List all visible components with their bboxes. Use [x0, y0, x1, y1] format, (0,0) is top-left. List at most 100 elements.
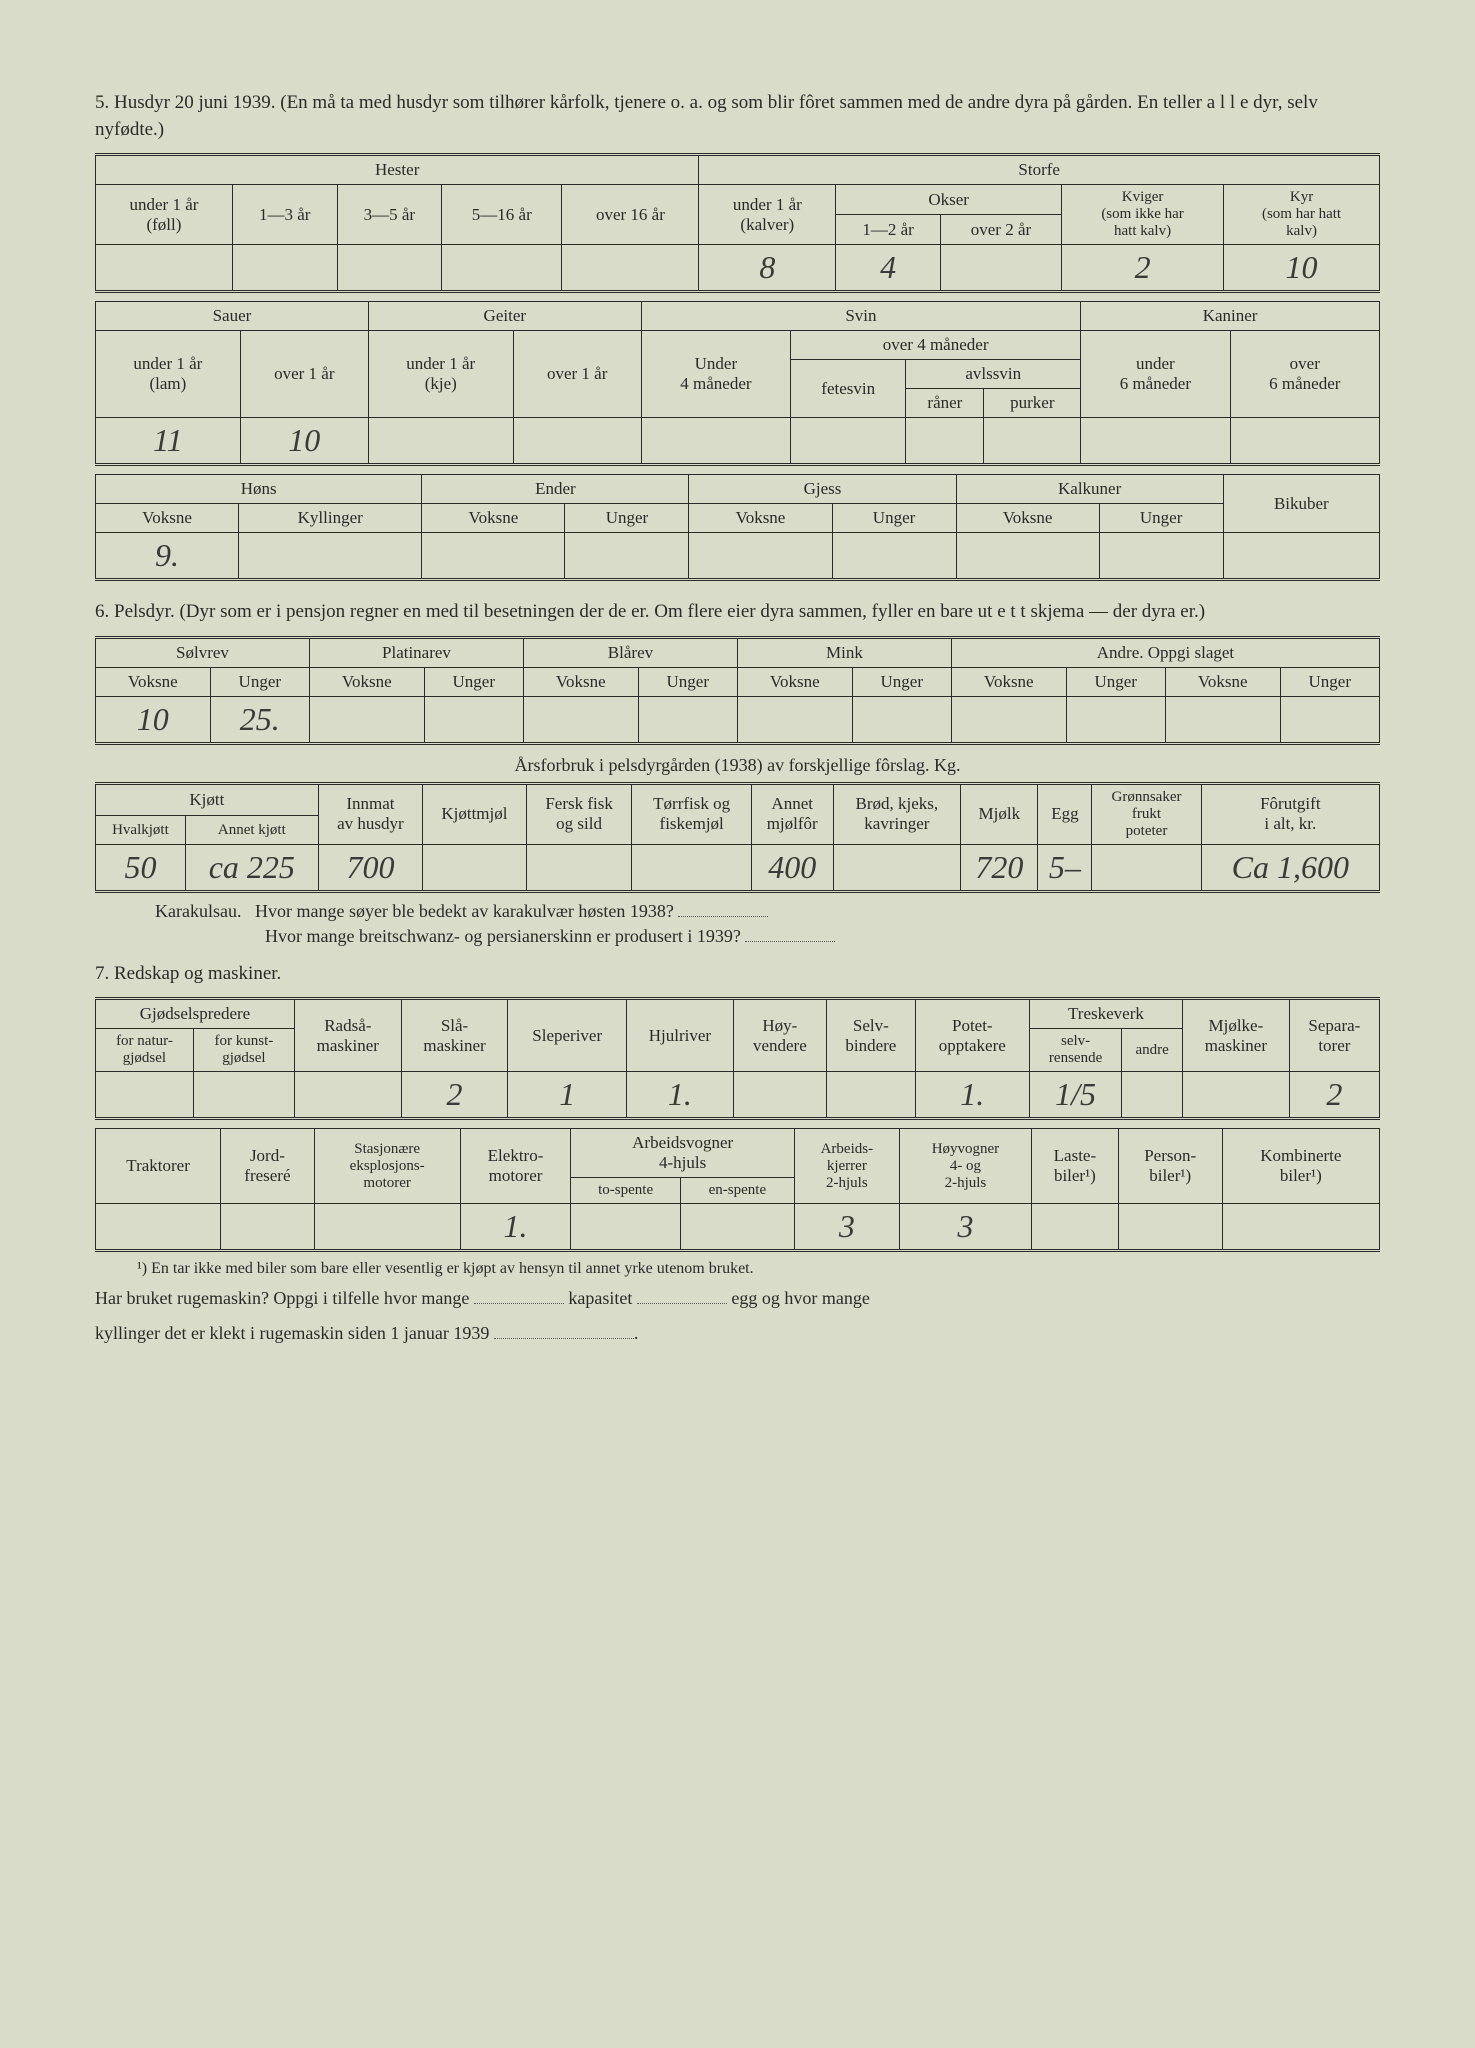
arbeidsvogner-header: Arbeidsvogner 4-hjuls — [571, 1129, 794, 1178]
val-hons-k — [239, 533, 422, 580]
section5-num: 5. — [95, 92, 109, 113]
karakul-line2: Hvor mange breitschwanz- og persianerski… — [265, 926, 1380, 947]
karakul-label: Karakulsau. — [155, 901, 241, 921]
v-sep: 2 — [1289, 1072, 1379, 1119]
col-kviger: Kviger (som ikke har hatt kalv) — [1062, 185, 1224, 245]
v-personbiler — [1118, 1204, 1222, 1251]
andre-header: Andre. Oppgi slaget — [951, 637, 1379, 667]
c-mi-v: Voksne — [737, 667, 852, 696]
col-lam: under 1 år (lam) — [96, 331, 241, 418]
val-gjess-v — [689, 533, 832, 580]
val-under6m — [1081, 418, 1230, 465]
col-gjess-u: Unger — [832, 504, 956, 533]
v-a2-v — [1165, 696, 1280, 743]
col-raner: råner — [906, 389, 984, 418]
forbruk-table: Kjøtt Innmat av husdyr Kjøttmjøl Fersk f… — [95, 782, 1380, 893]
separatorer-header: Separa- torer — [1289, 999, 1379, 1072]
fill1c: egg og hvor mange — [731, 1288, 869, 1308]
v-mjolk: 720 — [961, 844, 1038, 891]
col-13: 1—3 år — [232, 185, 337, 245]
karakul-blank1[interactable] — [678, 903, 768, 917]
col-kalver: under 1 år (kalver) — [699, 185, 836, 245]
solvrev-header: Sølvrev — [96, 637, 310, 667]
val-hons-v: 9. — [96, 533, 239, 580]
karakul-blank2[interactable] — [745, 928, 835, 942]
val-ender-u — [565, 533, 689, 580]
livestock-table-1: Hester Storfe under 1 år (føll) 1—3 år 3… — [95, 153, 1380, 293]
v-hjulriver: 1. — [627, 1072, 734, 1119]
karakul-q1: Hvor mange søyer ble bedekt av karakulvæ… — [255, 901, 674, 921]
andre-header2: andre — [1122, 1029, 1183, 1072]
forbruk-caption: Årsforbruk i pelsdyrgården (1938) av for… — [95, 755, 1380, 776]
hons-header: Høns — [96, 475, 422, 504]
ferskfisk-header: Fersk fisk og sild — [526, 783, 632, 844]
v-hoyvendere — [733, 1072, 826, 1119]
stasjon-header: Stasjonære eksplosjons- motorer — [314, 1129, 460, 1204]
kjerre-header: Arbeids- kjerrer 2-hjuls — [794, 1129, 899, 1204]
v-kombinerte — [1222, 1204, 1379, 1251]
v-a1-v — [951, 696, 1066, 743]
kalkuner-header: Kalkuner — [956, 475, 1223, 504]
val-over16 — [562, 245, 699, 292]
c-pl-u: Unger — [424, 667, 523, 696]
col-over4m: over 4 måneder — [791, 331, 1081, 360]
v-selvbindere — [826, 1072, 915, 1119]
v-radsa — [294, 1072, 401, 1119]
v-a1-u — [1066, 696, 1165, 743]
tospente-header: to-spente — [571, 1178, 680, 1204]
v-forutgift: Ca 1,600 — [1201, 844, 1379, 891]
val-kalk-u — [1099, 533, 1223, 580]
val-fetesvin — [791, 418, 906, 465]
c-a2-v: Voksne — [1165, 667, 1280, 696]
annetkjott-header: Annet kjøtt — [185, 816, 318, 844]
val-13 — [232, 245, 337, 292]
v-kjerre: 3 — [794, 1204, 899, 1251]
mjolk-header: Mjølk — [961, 783, 1038, 844]
brod-header: Brød, kjeks, kavringer — [833, 783, 961, 844]
section6-num: 6. — [95, 601, 109, 622]
v-sleperiver: 1 — [508, 1072, 627, 1119]
fill-blank3[interactable] — [494, 1325, 634, 1339]
elektro-header: Elektro- motorer — [460, 1129, 571, 1204]
val-516 — [442, 245, 562, 292]
v-potet: 1. — [915, 1072, 1029, 1119]
fill-blank1[interactable] — [474, 1290, 564, 1304]
blarev-header: Blårev — [523, 637, 737, 667]
v-lastebiler — [1032, 1204, 1119, 1251]
col-fetesvin: fetesvin — [791, 360, 906, 418]
hoyvogner-header: Høyvogner 4- og 2-hjuls — [899, 1129, 1031, 1204]
v-sla: 2 — [401, 1072, 508, 1119]
v-mi-u — [852, 696, 951, 743]
v-pl-v — [309, 696, 424, 743]
radsa-header: Radså- maskiner — [294, 999, 401, 1072]
selvbindere-header: Selv- bindere — [826, 999, 915, 1072]
col-okover2: over 2 år — [940, 215, 1061, 245]
hjulriver-header: Hjulriver — [627, 999, 734, 1072]
v-mi-v — [737, 696, 852, 743]
val-kviger: 2 — [1062, 245, 1224, 292]
section7-num: 7. — [95, 963, 109, 984]
section5-title: Husdyr 20 juni 1939. (En må ta med husdy… — [95, 92, 1318, 140]
forutgift-header: Fôrutgift i alt, kr. — [1201, 783, 1379, 844]
platinarev-header: Platinarev — [309, 637, 523, 667]
livestock-table-3: Høns Ender Gjess Kalkuner Bikuber Voksne… — [95, 474, 1380, 581]
c-sv-u: Unger — [210, 667, 309, 696]
val-ender-v — [422, 533, 565, 580]
col-under4m: Under 4 måneder — [641, 331, 790, 418]
gjess-header: Gjess — [689, 475, 956, 504]
c-bl-u: Unger — [638, 667, 737, 696]
col-foll: under 1 år (føll) — [96, 185, 233, 245]
v-annetk: ca 225 — [185, 844, 318, 891]
footnote-biler: ¹) En tar ikke med biler som bare eller … — [95, 1260, 1380, 1278]
kaniner-header: Kaniner — [1081, 302, 1380, 331]
v-stasjon — [314, 1204, 460, 1251]
col-ender-v: Voksne — [422, 504, 565, 533]
c-sv-v: Voksne — [96, 667, 211, 696]
innmat-header: Innmat av husdyr — [318, 783, 422, 844]
c-mi-u: Unger — [852, 667, 951, 696]
bikuber-header: Bikuber — [1223, 475, 1379, 533]
rugemaskin-line2: kyllinger det er klekt i rugemaskin side… — [95, 1319, 1380, 1348]
v-selvrens: 1/5 — [1029, 1072, 1121, 1119]
fill-blank2[interactable] — [637, 1290, 727, 1304]
v-hval: 50 — [96, 844, 186, 891]
